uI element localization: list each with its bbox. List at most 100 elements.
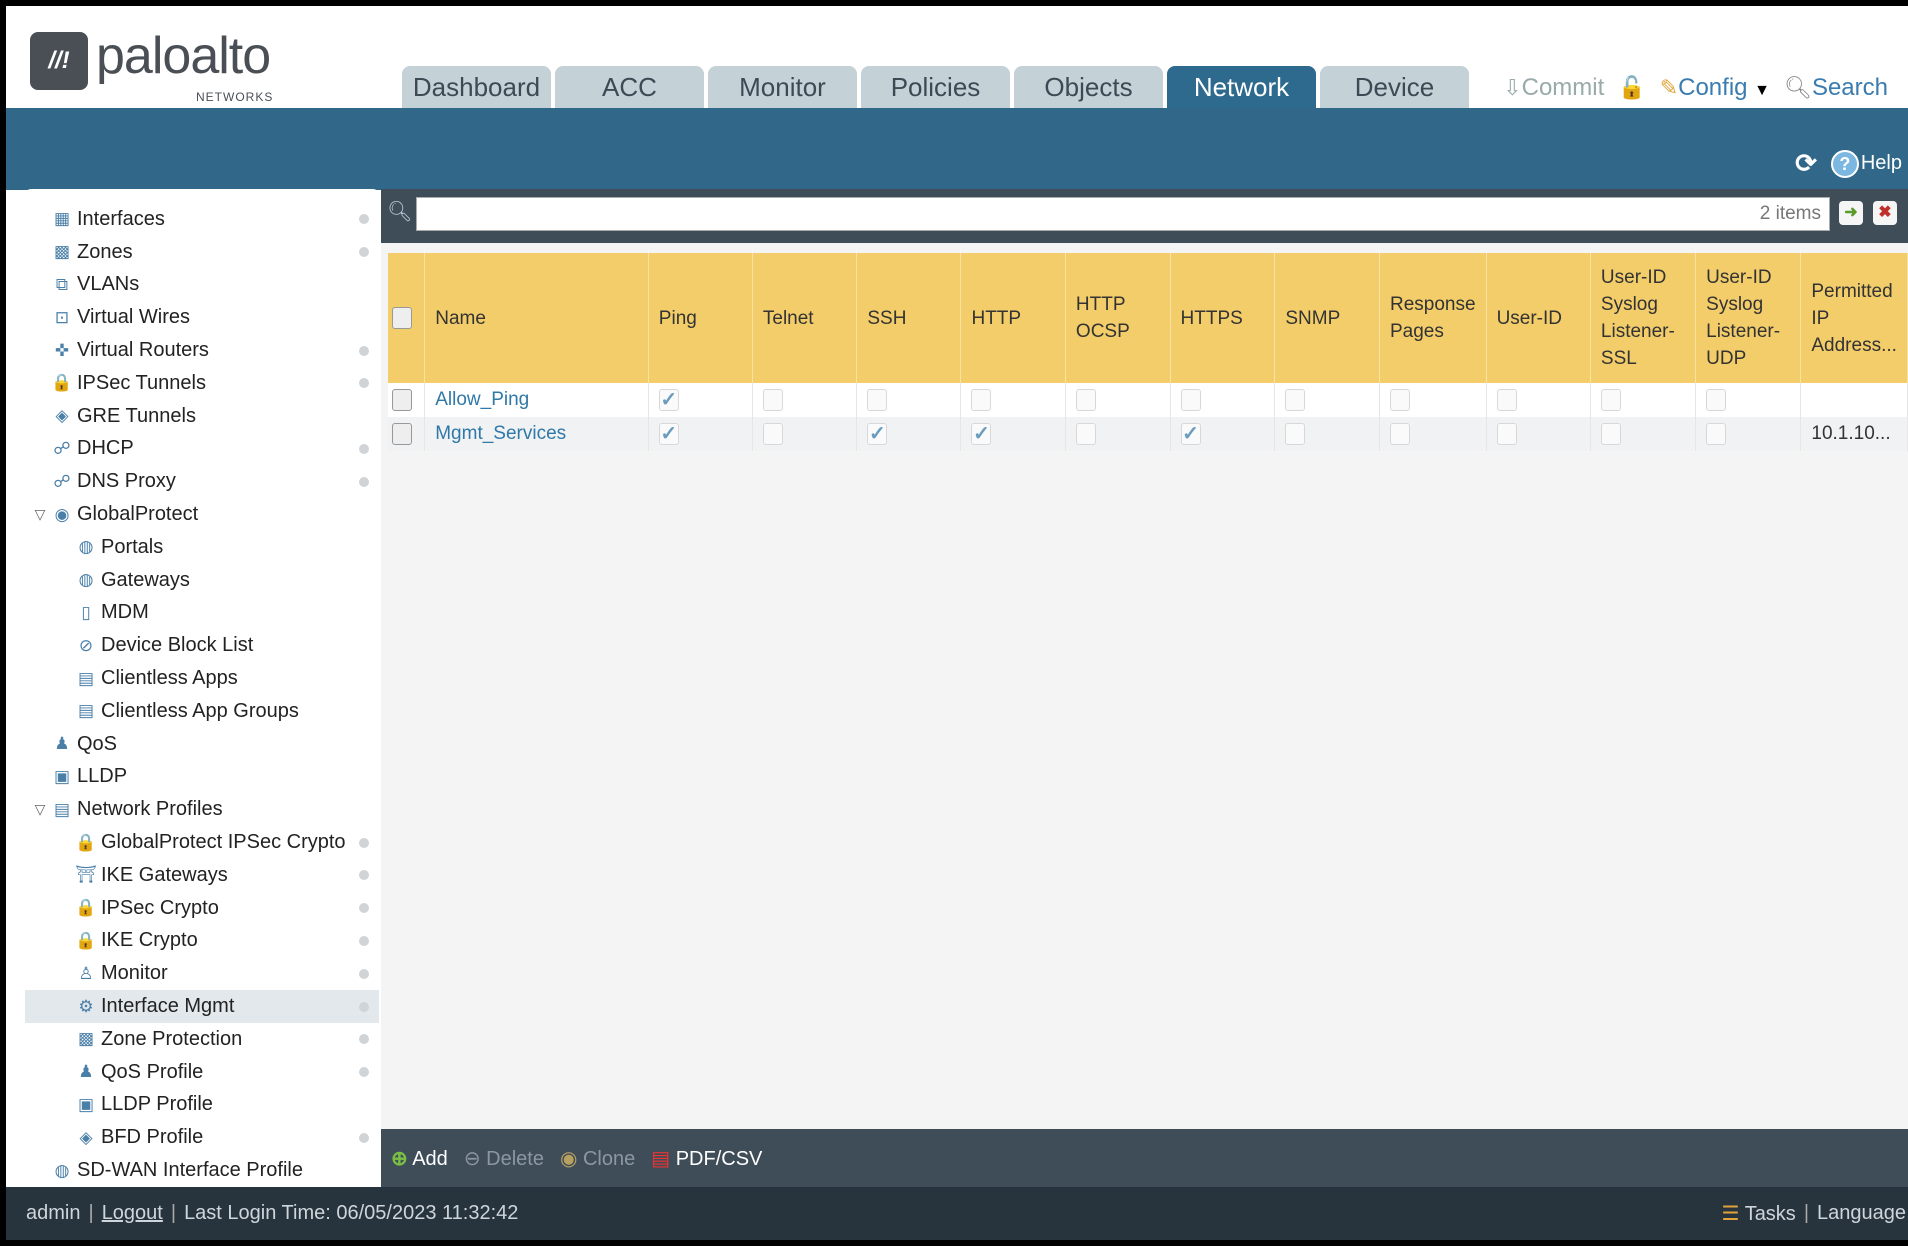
sidebar-item-interface-mgmt[interactable]: ⚙ Interface Mgmt xyxy=(25,990,379,1023)
permission-cell xyxy=(1274,383,1380,417)
language-button[interactable]: Language xyxy=(1817,1202,1906,1224)
sidebar-item-zone-protection[interactable]: ▩ Zone Protection xyxy=(25,1023,379,1056)
delete-button[interactable]: ⊖ Delete xyxy=(464,1146,544,1171)
unchecked-checkbox xyxy=(1390,422,1410,445)
sidebar-item-gateways[interactable]: ◍ Gateways xyxy=(25,564,379,597)
column-header[interactable]: Permitted IP Address... xyxy=(1800,253,1908,383)
sidebar-item-monitor[interactable]: ♙ Monitor xyxy=(25,957,379,990)
status-dot xyxy=(359,1034,369,1045)
tab-policies[interactable]: Policies xyxy=(861,66,1010,108)
search-button[interactable]: 🔍︎Search xyxy=(1784,74,1888,102)
sidebar-item-ike-crypto[interactable]: 🔒 IKE Crypto xyxy=(25,925,379,958)
sidebar-item-globalprotect-ipsec-crypto[interactable]: 🔒 GlobalProtect IPSec Crypto xyxy=(25,826,379,859)
logout-link[interactable]: Logout xyxy=(101,1202,163,1224)
filter-bar: 🔍︎ 2 items ➜ ✖ xyxy=(381,189,1908,243)
sidebar-item-vlans[interactable]: ⧉ VLANs xyxy=(25,269,379,302)
permission-cell xyxy=(1170,383,1276,417)
config-menu[interactable]: ✎Config ▼ xyxy=(1660,74,1770,102)
profile-name-link[interactable]: Mgmt_Services xyxy=(424,417,649,451)
virtual-routers-icon: ✜ xyxy=(54,340,70,360)
lock-icon[interactable]: 🔓 xyxy=(1618,75,1646,100)
clientless-apps-icon: ▤ xyxy=(77,668,95,688)
tab-device[interactable]: Device xyxy=(1320,66,1469,108)
sidebar-item-ipsec-tunnels[interactable]: 🔒 IPSec Tunnels xyxy=(25,367,379,400)
sidebar-item-ipsec-crypto[interactable]: 🔒 IPSec Crypto xyxy=(25,892,379,925)
tab-network[interactable]: Network xyxy=(1167,66,1316,108)
table-row[interactable]: Mgmt_Services ✓ ✓ ✓ ✓ 10.1.10... xyxy=(388,417,1908,451)
sidebar-item-clientless-app-groups[interactable]: ▤ Clientless App Groups xyxy=(25,695,379,728)
sidebar-item-ike-gateways[interactable]: ⛩ IKE Gateways xyxy=(25,859,379,892)
sidebar-item-label: QoS xyxy=(77,732,118,755)
sidebar-item-sd-wan-interface-profile[interactable]: ◍ SD-WAN Interface Profile xyxy=(25,1154,379,1187)
tab-acc[interactable]: ACC xyxy=(555,66,704,108)
tab-objects[interactable]: Objects xyxy=(1014,66,1163,108)
column-header[interactable]: User-ID Syslog Listener-UDP xyxy=(1695,253,1802,383)
column-header[interactable]: HTTPS xyxy=(1170,253,1276,383)
sidebar-item-device-block-list[interactable]: ⊘ Device Block List xyxy=(25,629,379,662)
row-checkbox[interactable] xyxy=(392,422,412,445)
sidebar-item-portals[interactable]: ◍ Portals xyxy=(25,531,379,564)
sidebar-item-virtual-routers[interactable]: ✜ Virtual Routers xyxy=(25,334,379,367)
status-dot xyxy=(359,968,369,979)
table-row[interactable]: Allow_Ping ✓ xyxy=(388,383,1908,417)
zone-protection-icon: ▩ xyxy=(77,1029,95,1049)
clientless-app-groups-icon: ▤ xyxy=(77,701,95,721)
monitor-icon: ♙ xyxy=(78,963,94,983)
column-header[interactable]: Ping xyxy=(648,253,753,383)
column-header[interactable]: Response Pages xyxy=(1379,253,1487,383)
column-header[interactable]: User-ID Syslog Listener-SSL xyxy=(1590,253,1697,383)
help-label: Help xyxy=(1860,152,1902,174)
permission-cell xyxy=(1590,383,1697,417)
pdf-csv-button[interactable]: ▤ PDF/CSV xyxy=(651,1146,762,1171)
sidebar-item-interfaces[interactable]: ▦ Interfaces xyxy=(25,203,379,236)
column-header[interactable]: User-ID xyxy=(1486,253,1591,383)
column-header[interactable]: Telnet xyxy=(752,253,858,383)
commit-button[interactable]: ⇩Commit xyxy=(1503,74,1604,102)
add-button[interactable]: ⊕ Add xyxy=(391,1146,448,1171)
help-button[interactable]: ? Help xyxy=(1830,149,1902,178)
table-header: Name Ping Telnet SSH HTTP HTTP OCSP HTTPS SNMP R… xyxy=(388,253,1908,383)
expand-toggle-icon[interactable]: ▽ xyxy=(34,506,46,523)
column-header[interactable]: HTTP OCSP xyxy=(1065,253,1171,383)
unchecked-checkbox xyxy=(762,422,783,445)
permission-cell: ✓ xyxy=(856,417,962,451)
row-checkbox[interactable] xyxy=(392,388,412,411)
refresh-icon[interactable]: ⟳ xyxy=(1795,148,1817,178)
interfaces-icon: ▦ xyxy=(53,209,71,229)
sidebar-item-globalprotect[interactable]: ▽ ◉ GlobalProtect xyxy=(25,498,379,531)
sidebar-item-label: LLDP Profile xyxy=(101,1093,213,1116)
profile-name-link[interactable]: Allow_Ping xyxy=(424,383,649,417)
clone-button[interactable]: ◉ Clone xyxy=(560,1146,635,1171)
sidebar-item-dns-proxy[interactable]: ☍ DNS Proxy xyxy=(25,465,379,498)
column-header[interactable]: SSH xyxy=(856,253,962,383)
sidebar-item-network-profiles[interactable]: ▽ ▤ Network Profiles xyxy=(25,793,379,826)
tab-monitor[interactable]: Monitor xyxy=(708,66,857,108)
tasks-label: Tasks xyxy=(1744,1203,1796,1225)
top-tools: ⇩Commit 🔓 ✎Config ▼ 🔍︎Search xyxy=(1503,74,1888,102)
tab-dashboard[interactable]: Dashboard xyxy=(402,66,551,108)
sidebar-item-zones[interactable]: ▩ Zones xyxy=(25,236,379,269)
sidebar-item-qos-profile[interactable]: ♟ QoS Profile xyxy=(25,1056,379,1089)
sidebar-item-lldp[interactable]: ▣ LLDP xyxy=(25,761,379,794)
sidebar-item-label: Network Profiles xyxy=(77,798,223,821)
tasks-button[interactable]: ☰ Tasks xyxy=(1722,1201,1796,1226)
filter-input[interactable]: 2 items xyxy=(416,197,1830,231)
sidebar-item-label: IKE Crypto xyxy=(101,929,198,952)
sidebar-item-clientless-apps[interactable]: ▤ Clientless Apps xyxy=(25,662,379,695)
sidebar-item-gre-tunnels[interactable]: ◈ GRE Tunnels xyxy=(25,400,379,433)
sidebar-item-lldp-profile[interactable]: ▣ LLDP Profile xyxy=(25,1089,379,1122)
sidebar-item-virtual-wires[interactable]: ⊡ Virtual Wires xyxy=(25,301,379,334)
column-header[interactable]: Name xyxy=(424,253,649,383)
select-all-checkbox[interactable] xyxy=(392,307,412,330)
sidebar-item-mdm[interactable]: ▯ MDM xyxy=(25,597,379,630)
sidebar-item-qos[interactable]: ♟ QoS xyxy=(25,728,379,761)
sidebar-item-bfd-profile[interactable]: ◈ BFD Profile xyxy=(25,1121,379,1154)
unchecked-checkbox xyxy=(762,388,783,411)
sidebar-item-label: Device Block List xyxy=(101,634,254,657)
sidebar-item-dhcp[interactable]: ☍ DHCP xyxy=(25,433,379,466)
expand-toggle-icon[interactable]: ▽ xyxy=(34,801,46,818)
clear-filter-icon[interactable]: ✖ xyxy=(1873,201,1897,225)
column-header[interactable]: SNMP xyxy=(1274,253,1380,383)
apply-filter-icon[interactable]: ➜ xyxy=(1839,201,1863,225)
column-header[interactable]: HTTP xyxy=(960,253,1066,383)
